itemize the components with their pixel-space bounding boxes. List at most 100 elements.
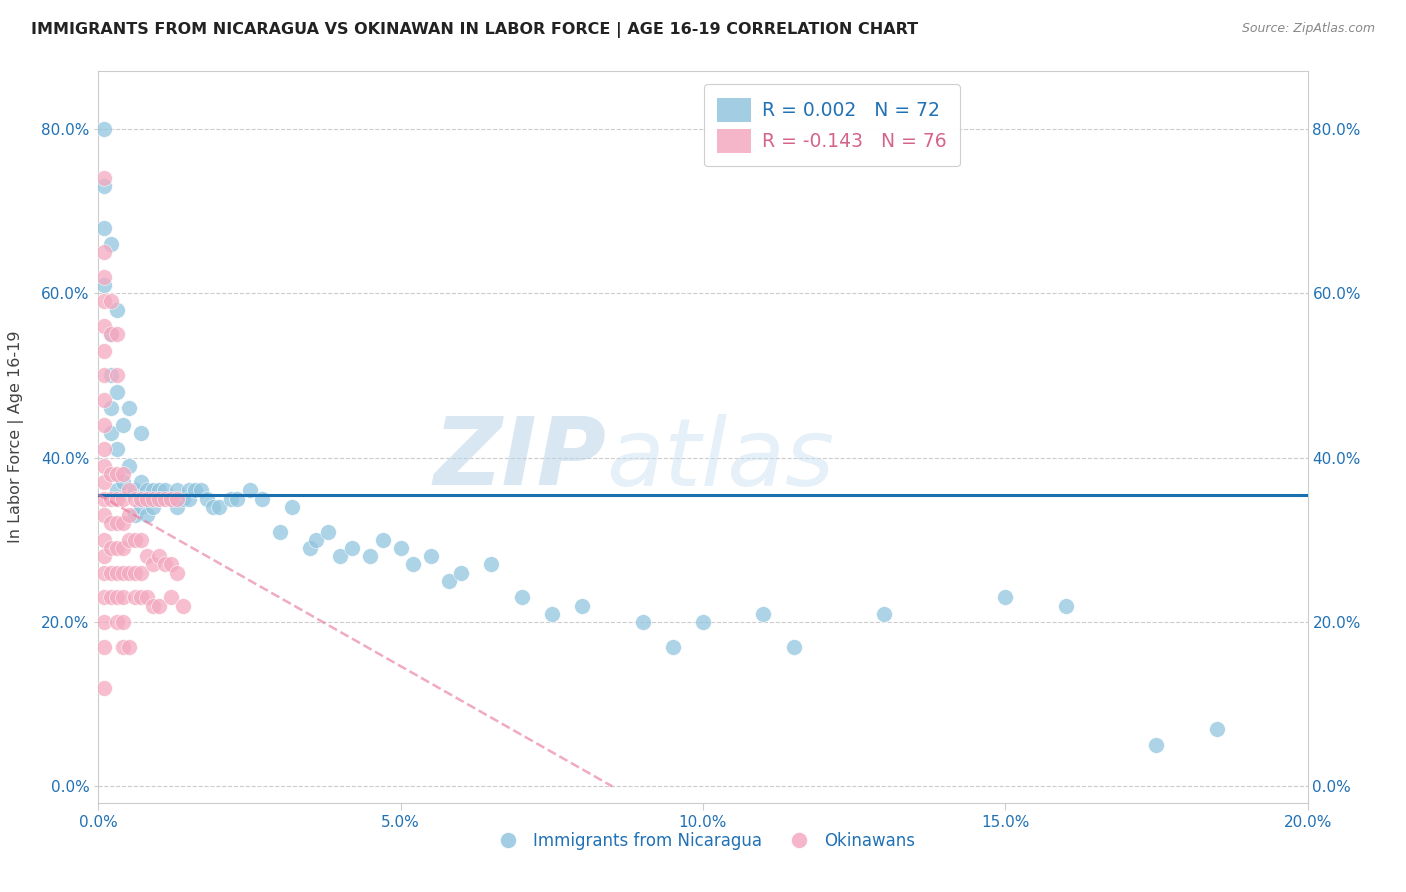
Point — [148, 491, 170, 506]
Point — [329, 549, 352, 564]
Point — [571, 599, 593, 613]
Point — [93, 549, 115, 564]
Point — [111, 591, 134, 605]
Point — [160, 591, 183, 605]
Point — [160, 491, 183, 506]
Point — [93, 458, 115, 473]
Point — [111, 615, 134, 629]
Point — [299, 541, 322, 555]
Point — [179, 483, 201, 498]
Point — [153, 491, 176, 506]
Point — [111, 566, 134, 580]
Point — [342, 541, 364, 555]
Point — [93, 615, 115, 629]
Point — [166, 491, 188, 506]
Point — [129, 533, 152, 547]
Point — [105, 491, 128, 506]
Point — [142, 500, 165, 514]
Point — [172, 491, 194, 506]
Point — [135, 549, 157, 564]
Point — [93, 319, 115, 334]
Point — [93, 269, 115, 284]
Point — [100, 541, 122, 555]
Point — [93, 640, 115, 654]
Point — [93, 343, 115, 358]
Point — [111, 467, 134, 481]
Point — [93, 442, 115, 457]
Point — [111, 475, 134, 490]
Point — [135, 483, 157, 498]
Point — [100, 591, 122, 605]
Point — [93, 368, 115, 383]
Point — [93, 278, 115, 293]
Point — [190, 483, 212, 498]
Point — [100, 516, 122, 531]
Point — [994, 591, 1017, 605]
Point — [142, 558, 165, 572]
Point — [105, 516, 128, 531]
Point — [93, 179, 115, 194]
Point — [1054, 599, 1077, 613]
Point — [100, 368, 122, 383]
Point — [118, 566, 141, 580]
Point — [148, 599, 170, 613]
Point — [129, 591, 152, 605]
Legend: Immigrants from Nicaragua, Okinawans: Immigrants from Nicaragua, Okinawans — [485, 825, 921, 856]
Point — [124, 483, 146, 498]
Point — [93, 566, 115, 580]
Point — [100, 294, 122, 309]
Point — [281, 500, 304, 514]
Point — [93, 475, 115, 490]
Point — [481, 558, 503, 572]
Point — [124, 591, 146, 605]
Point — [195, 491, 218, 506]
Point — [111, 417, 134, 432]
Point — [105, 327, 128, 342]
Point — [389, 541, 412, 555]
Point — [135, 491, 157, 506]
Point — [752, 607, 775, 621]
Point — [166, 566, 188, 580]
Point — [93, 533, 115, 547]
Point — [100, 467, 122, 481]
Point — [316, 524, 339, 539]
Y-axis label: In Labor Force | Age 16-19: In Labor Force | Age 16-19 — [8, 331, 24, 543]
Point — [142, 491, 165, 506]
Point — [118, 640, 141, 654]
Point — [692, 615, 714, 629]
Point — [100, 425, 122, 440]
Point — [135, 591, 157, 605]
Point — [129, 425, 152, 440]
Point — [142, 599, 165, 613]
Point — [184, 483, 207, 498]
Text: IMMIGRANTS FROM NICARAGUA VS OKINAWAN IN LABOR FORCE | AGE 16-19 CORRELATION CHA: IMMIGRANTS FROM NICARAGUA VS OKINAWAN IN… — [31, 22, 918, 38]
Point — [93, 491, 115, 506]
Point — [172, 599, 194, 613]
Point — [450, 566, 472, 580]
Point — [93, 417, 115, 432]
Point — [93, 121, 115, 136]
Point — [540, 607, 562, 621]
Point — [100, 327, 122, 342]
Point — [105, 384, 128, 399]
Point — [1206, 722, 1229, 736]
Point — [148, 549, 170, 564]
Point — [208, 500, 231, 514]
Text: atlas: atlas — [606, 414, 835, 505]
Point — [783, 640, 806, 654]
Point — [93, 245, 115, 260]
Point — [437, 574, 460, 588]
Point — [105, 467, 128, 481]
Point — [105, 566, 128, 580]
Point — [93, 220, 115, 235]
Point — [105, 615, 128, 629]
Point — [148, 491, 170, 506]
Point — [166, 483, 188, 498]
Point — [160, 558, 183, 572]
Point — [105, 483, 128, 498]
Point — [226, 491, 249, 506]
Point — [250, 491, 273, 506]
Point — [93, 591, 115, 605]
Point — [124, 491, 146, 506]
Point — [153, 483, 176, 498]
